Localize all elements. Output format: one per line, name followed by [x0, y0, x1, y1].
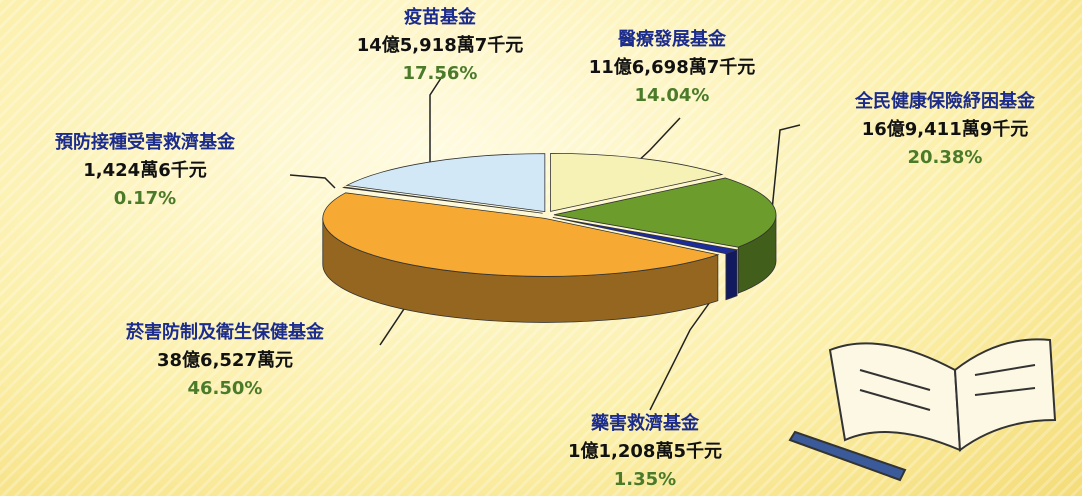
- slice-percent: 14.04%: [635, 85, 710, 106]
- slice-percent: 17.56%: [403, 63, 478, 84]
- pie-slice-side: [726, 250, 737, 300]
- slice-name: 藥害救濟基金: [590, 412, 700, 434]
- slice-name: 疫苗基金: [404, 6, 477, 28]
- pie: [323, 153, 776, 322]
- slice-name: 預防接種受害救濟基金: [55, 131, 236, 153]
- slice-percent: 1.35%: [614, 469, 676, 490]
- slice-percent: 0.17%: [114, 188, 176, 209]
- slice-amount: 11億6,698萬7千元: [589, 56, 756, 78]
- slice-name: 醫療發展基金: [618, 28, 727, 50]
- slice-amount: 1億1,208萬5千元: [568, 440, 722, 462]
- slice-amount: 14億5,918萬7千元: [357, 34, 524, 56]
- slice-amount: 1,424萬6千元: [83, 160, 206, 181]
- slice-name: 全民健康保險紓困基金: [854, 90, 1036, 112]
- leader-line: [430, 72, 445, 165]
- slice-amount: 38億6,527萬元: [157, 349, 293, 371]
- chart: 醫療發展基金 11億6,698萬7千元 14.04% 全民健康保險紓困基金 16億9,4…: [0, 0, 1082, 496]
- slice-percent: 46.50%: [188, 378, 263, 399]
- leader-line: [290, 175, 335, 188]
- slice-amount: 16億9,411萬9千元: [862, 118, 1029, 140]
- slice-name: 菸害防制及衛生保健基金: [126, 321, 325, 343]
- page: 醫療發展基金 11億6,698萬7千元 14.04% 全民健康保險紓困基金 16億9,4…: [0, 0, 1082, 496]
- slice-percent: 20.38%: [908, 147, 983, 168]
- book-illustration: [790, 339, 1055, 480]
